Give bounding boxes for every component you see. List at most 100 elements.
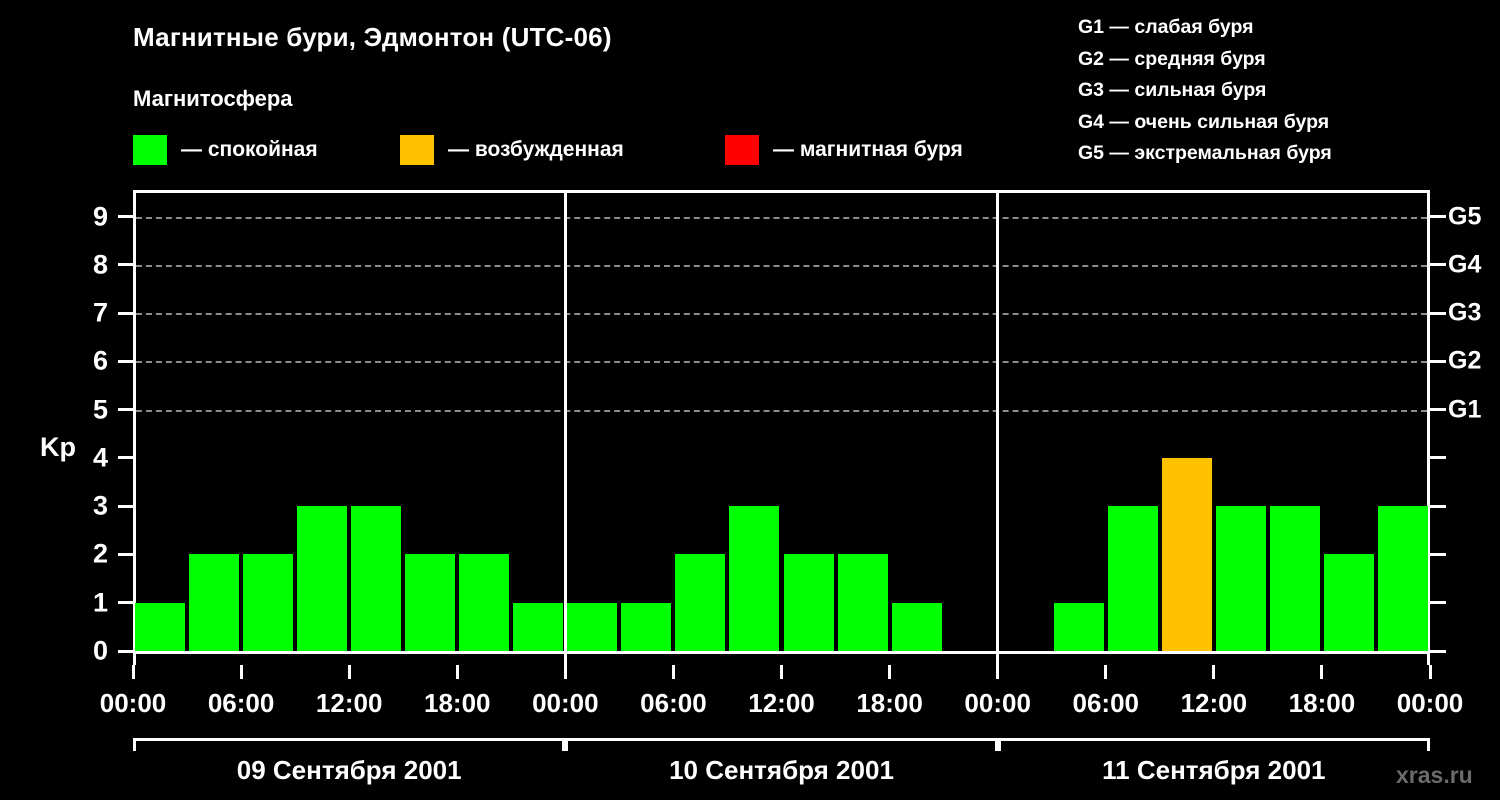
y-tick-label-9: 9 — [92, 201, 108, 232]
gridline-kp-8 — [136, 264, 1427, 267]
bar — [621, 602, 672, 651]
bar — [243, 554, 294, 651]
y-tick-mark — [118, 311, 133, 315]
bar — [837, 554, 888, 651]
g-axis-label-G2: G2 — [1448, 346, 1482, 375]
legend-swatch-icon — [400, 135, 434, 165]
g-axis-tick-mark — [1430, 263, 1446, 267]
bar — [405, 554, 456, 651]
g-axis-tick-mark — [1430, 215, 1446, 219]
bar — [567, 602, 618, 651]
x-tick-label: 06:00 — [1072, 688, 1140, 718]
x-tick-mark — [1320, 665, 1324, 679]
x-tick-mark — [1428, 665, 1432, 679]
bar — [459, 554, 510, 651]
x-tick-label: 18:00 — [856, 688, 923, 718]
x-tick-mark — [996, 665, 1000, 679]
x-tick-label: 06:00 — [207, 688, 275, 718]
gridline-kp-7 — [136, 313, 1427, 316]
x-tick-label: 00:00 — [99, 688, 167, 718]
bar — [1053, 602, 1104, 651]
bar — [1161, 457, 1212, 651]
y-tick-label-3: 3 — [92, 490, 108, 521]
y-tick-label-8: 8 — [92, 249, 108, 280]
x-tick-label: 00:00 — [532, 688, 599, 718]
y-tick-mark — [118, 215, 133, 219]
date-bracket-2 — [565, 738, 998, 751]
date-label: 10 Сентября 2001 — [669, 755, 894, 785]
x-tick-label: 12:00 — [315, 688, 383, 718]
y-tick-mark — [118, 649, 133, 653]
plot-frame — [133, 190, 1430, 665]
gridline-kp-9 — [136, 216, 1427, 219]
x-tick-label: 00:00 — [1396, 688, 1464, 718]
bar — [891, 602, 942, 651]
y-axis-title: Kp — [40, 432, 76, 462]
y-tick-label-4: 4 — [92, 442, 108, 473]
x-tick-mark — [563, 665, 567, 679]
bar — [1215, 506, 1266, 651]
g-axis-tick-mark — [1430, 552, 1446, 556]
day-separator-1 — [563, 190, 567, 665]
g-legend-item-4: G4 — очень сильная буря — [1078, 110, 1330, 133]
g-axis-tick-mark — [1430, 456, 1446, 460]
g-axis-label-G5: G5 — [1448, 202, 1482, 231]
date-label: 09 Сентября 2001 — [236, 755, 462, 785]
g-axis-tick-mark — [1430, 601, 1446, 605]
bar — [135, 602, 186, 651]
legend-item-0: — спокойная — [133, 134, 318, 166]
x-tick-mark — [888, 665, 892, 679]
watermark: xras.ru — [1396, 762, 1473, 788]
g-axis-tick-mark — [1430, 408, 1446, 412]
bar — [1269, 506, 1320, 651]
x-tick-mark — [1104, 665, 1108, 679]
y-tick-label-0: 0 — [92, 635, 108, 666]
y-tick-mark — [118, 504, 133, 508]
g-axis-label-G1: G1 — [1448, 395, 1482, 424]
legend-item-label: — магнитная буря — [773, 138, 963, 161]
y-tick-mark — [118, 552, 133, 556]
g-legend-item-1: G1 — слабая буря — [1078, 16, 1254, 38]
bar — [1107, 506, 1158, 651]
gridline-kp-5 — [136, 409, 1427, 412]
date-label: 11 Сентября 2001 — [1102, 755, 1326, 785]
y-tick-label-2: 2 — [92, 538, 108, 569]
y-tick-label-7: 7 — [92, 297, 108, 328]
x-tick-mark — [1212, 665, 1216, 679]
bar — [351, 506, 402, 651]
bar — [297, 506, 348, 651]
day-separator-2 — [996, 190, 1000, 665]
g-legend-item-5: G5 — экстремальная буря — [1078, 142, 1332, 164]
axis-baseline — [133, 651, 1430, 654]
g-legend-item-3: G3 — сильная буря — [1078, 79, 1267, 101]
g-axis-label-G3: G3 — [1448, 298, 1482, 327]
x-tick-label: 12:00 — [748, 688, 815, 718]
x-tick-label: 00:00 — [964, 688, 1031, 718]
y-tick-label-1: 1 — [92, 587, 108, 618]
y-tick-mark — [118, 408, 133, 412]
x-tick-mark — [131, 665, 135, 679]
g-axis-tick-mark — [1430, 359, 1446, 363]
legend-item-2: — магнитная буря — [725, 134, 963, 166]
x-tick-label: 12:00 — [1180, 688, 1248, 718]
page-title: Магнитные бури, Эдмонтон (UTC-06) — [133, 22, 612, 52]
bar — [729, 506, 780, 651]
g-scale-legend: G1 — слабая буря G2 — средняя буря G3 — си… — [1078, 12, 1332, 170]
x-tick-label: 06:00 — [640, 688, 707, 718]
legend-item-1: — возбужденная — [400, 134, 624, 166]
bar — [675, 554, 726, 651]
x-tick-mark — [347, 665, 351, 679]
bar — [189, 554, 240, 651]
x-tick-mark — [780, 665, 783, 679]
g-axis-label-G4: G4 — [1448, 250, 1482, 279]
x-tick-mark — [455, 665, 459, 679]
y-tick-mark — [118, 456, 133, 460]
legend-item-label: — спокойная — [181, 138, 318, 161]
g-axis-tick-mark — [1430, 649, 1446, 653]
magnetosphere-heading: Магнитосфера — [133, 86, 293, 111]
bar — [1323, 554, 1374, 651]
y-tick-mark — [118, 601, 133, 605]
x-tick-label: 18:00 — [424, 688, 491, 718]
legend-swatch-icon — [133, 135, 167, 165]
